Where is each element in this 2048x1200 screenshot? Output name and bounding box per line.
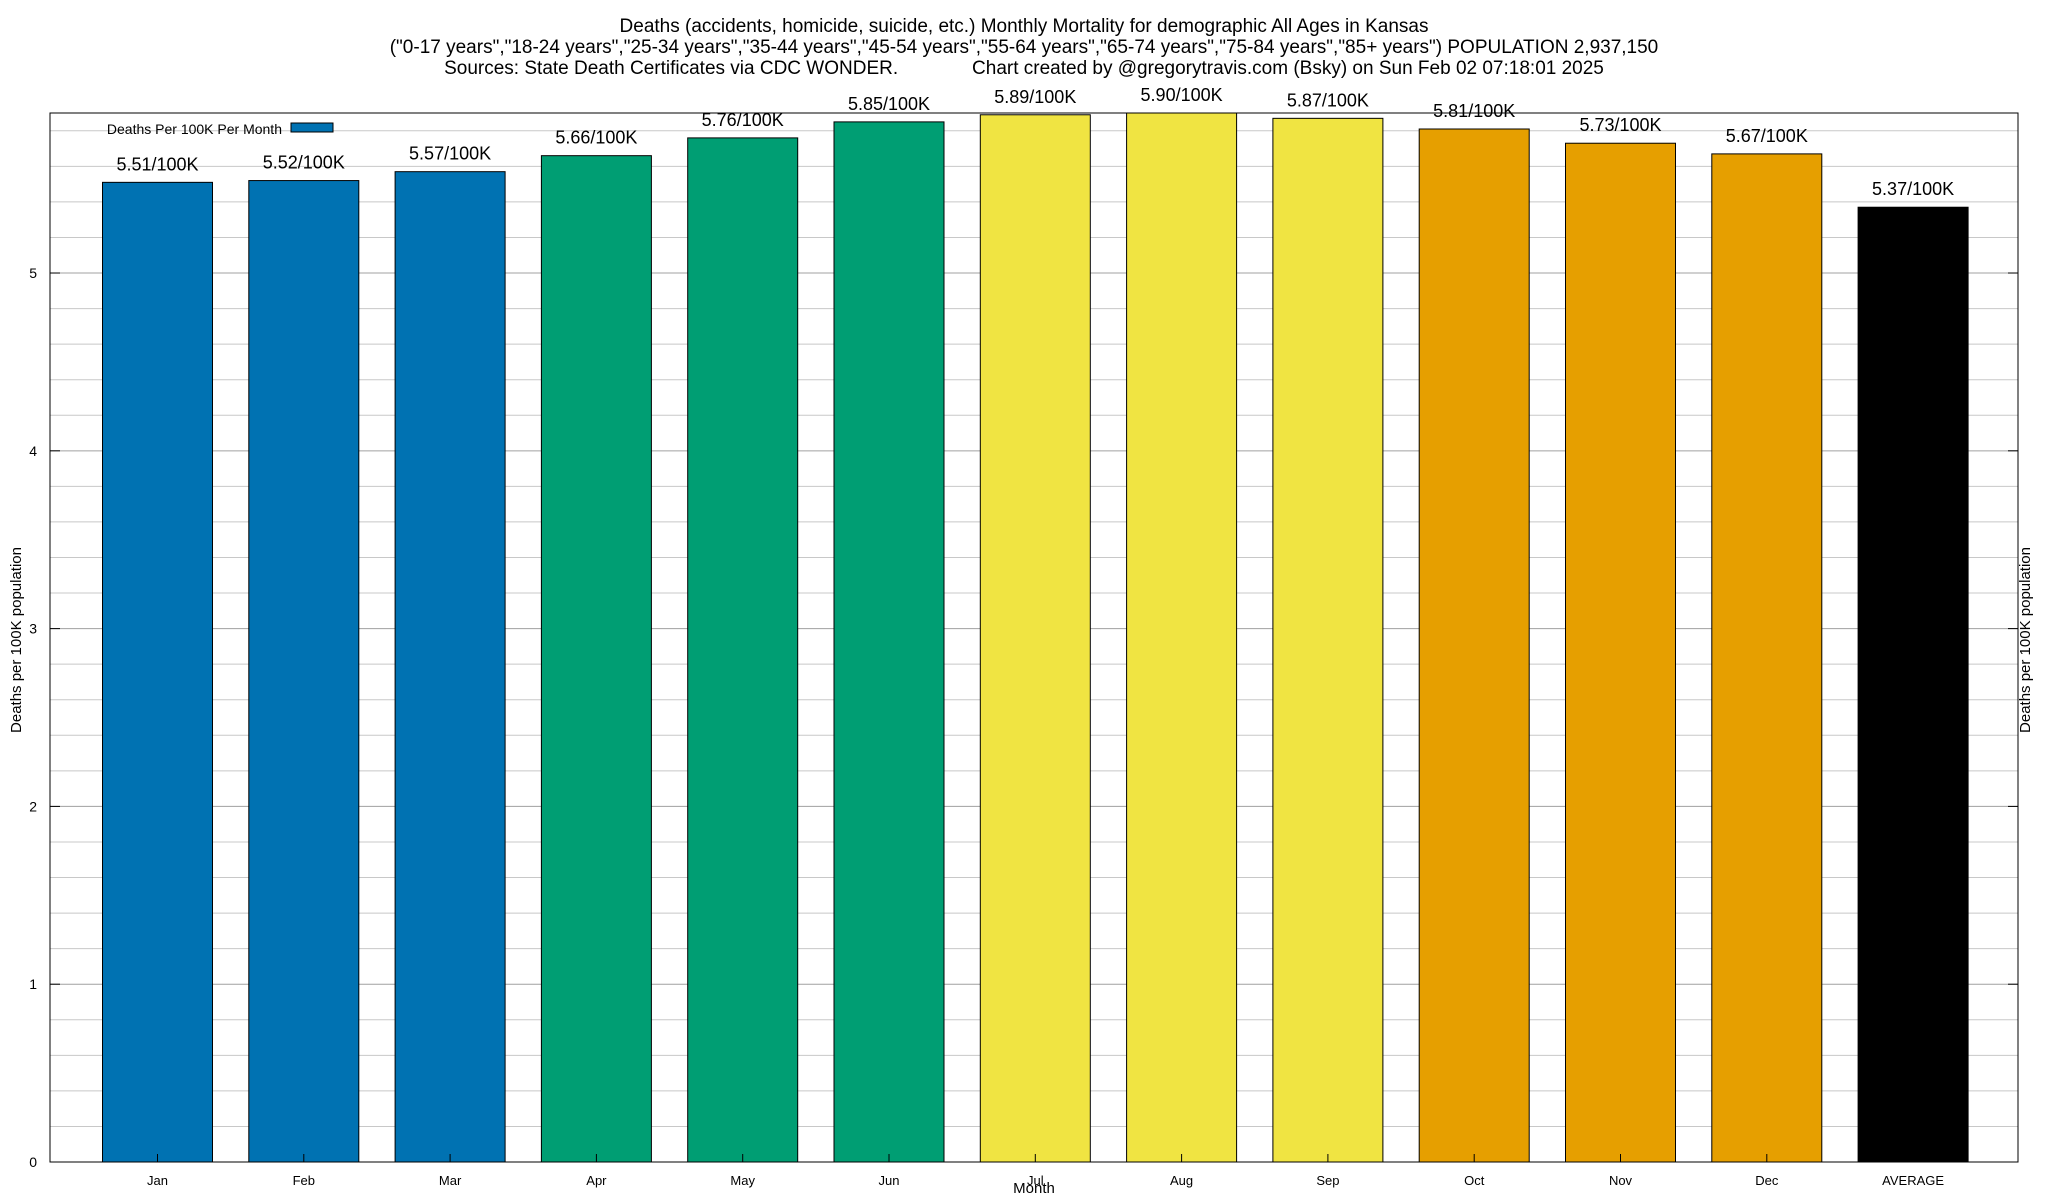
data-label-may: 5.76/100K <box>702 110 784 130</box>
x-tick-label: Jul <box>1027 1173 1044 1188</box>
data-label-jun: 5.85/100K <box>848 94 930 114</box>
bar-apr <box>540 155 652 1163</box>
x-tick-label: Jan <box>147 1173 168 1188</box>
y-tick-label: 0 <box>29 1154 37 1170</box>
x-tick-label: Feb <box>293 1173 315 1188</box>
bar-oct <box>1418 128 1530 1163</box>
bar-feb <box>248 180 360 1163</box>
x-tick-label: May <box>730 1173 755 1188</box>
chart-title-line-1: Deaths (accidents, homicide, suicide, et… <box>620 16 1429 37</box>
plot-frame <box>49 112 2019 1163</box>
x-axis-title: Month <box>1013 1180 1055 1197</box>
y-tick-label: 4 <box>29 443 37 459</box>
bar-aug <box>1126 112 1238 1163</box>
y-axis-ticks: 0 1 2 3 4 5 <box>29 265 2018 1170</box>
bar-dec <box>1711 153 1823 1163</box>
bars <box>102 112 1969 1163</box>
data-label-apr: 5.66/100K <box>555 128 637 148</box>
data-label-average: 5.37/100K <box>1872 179 1954 199</box>
bar-jan <box>102 181 213 1163</box>
data-label-mar: 5.57/100K <box>409 144 491 164</box>
y-tick-label: 2 <box>29 798 37 814</box>
data-label-aug: 5.90/100K <box>1141 85 1223 105</box>
x-tick-label: Sep <box>1316 1173 1339 1188</box>
x-axis-ticks: Jan Feb Mar Apr May Jun Jul Aug Sep Oct Nov Dec AVER… <box>147 1154 1944 1188</box>
bar-jun <box>833 121 945 1163</box>
x-tick-label: Oct <box>1464 1173 1485 1188</box>
y-tick-label: 5 <box>29 265 37 281</box>
data-label-jul: 5.89/100K <box>994 87 1076 107</box>
y2-axis-title: Deaths per 100K population <box>2017 547 2034 733</box>
chart-title-line-3: Sources: State Death Certificates via CD… <box>444 58 1604 79</box>
legend-swatch <box>290 122 334 133</box>
x-tick-label: Mar <box>439 1173 462 1188</box>
chart-title-line-2: ("0-17 years","18-24 years","25-34 years… <box>390 37 1659 58</box>
bar-sep <box>1272 117 1384 1163</box>
y-axis-title: Deaths per 100K population <box>8 547 25 733</box>
bar-mar <box>394 171 506 1163</box>
data-labels: 5.51/100K 5.52/100K 5.57/100K 5.66/100K 5.76… <box>116 85 1954 199</box>
data-label-sep: 5.87/100K <box>1287 90 1369 110</box>
bar-may <box>687 137 799 1163</box>
x-tick-label: Dec <box>1755 1173 1779 1188</box>
data-label-oct: 5.81/100K <box>1433 101 1515 121</box>
x-tick-label: Aug <box>1170 1173 1193 1188</box>
x-tick-label: Apr <box>586 1173 607 1188</box>
data-label-nov: 5.73/100K <box>1579 115 1661 135</box>
legend-label: Deaths Per 100K Per Month <box>107 121 282 137</box>
data-label-jan: 5.51/100K <box>116 154 198 174</box>
data-label-feb: 5.52/100K <box>263 153 345 173</box>
bar-nov <box>1565 142 1676 1163</box>
y-tick-label: 3 <box>29 621 37 637</box>
bar-average <box>1857 206 1969 1163</box>
legend: Deaths Per 100K Per Month <box>107 121 334 137</box>
x-tick-label: Nov <box>1609 1173 1633 1188</box>
x-tick-label: Jun <box>879 1173 900 1188</box>
data-label-dec: 5.67/100K <box>1726 126 1808 146</box>
x-tick-label: AVERAGE <box>1882 1173 1944 1188</box>
y-tick-label: 1 <box>29 976 37 992</box>
bar-jul <box>979 114 1091 1163</box>
